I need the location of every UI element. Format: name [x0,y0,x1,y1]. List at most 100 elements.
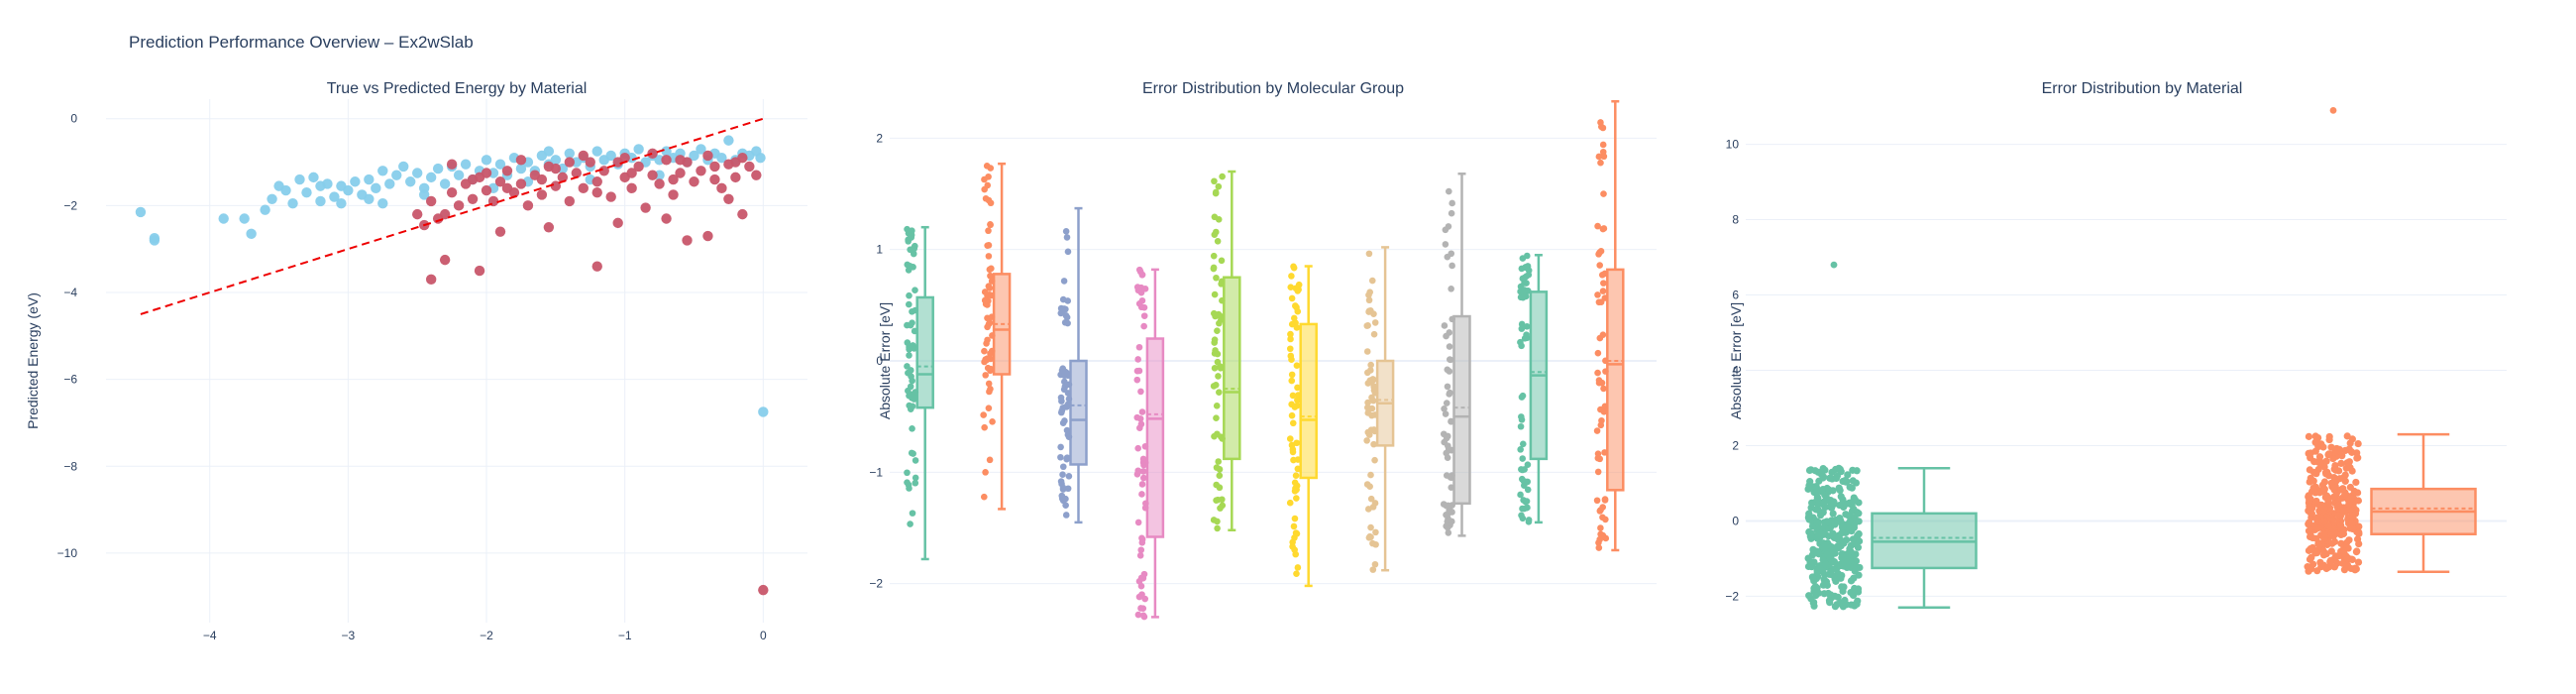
series-b-point [474,265,485,277]
box-point [1212,188,1220,196]
box-point [1596,262,1604,269]
box-point [1854,531,1862,539]
box-point [1523,478,1530,486]
box-point [1293,570,1300,577]
box-point [1853,563,1861,571]
box-point [1062,495,1069,503]
box-point [911,396,917,403]
series-b-point [501,182,513,194]
box-point [1288,441,1296,449]
box-point [1443,512,1449,519]
material-boxplot-panel: Error Distribution by Material 10 8 6 4 2 0 −2 A… [1725,80,2507,611]
box-body [1145,337,1165,538]
box-point [1210,264,1218,272]
series-b-point [758,584,769,596]
box-point [1821,491,1829,499]
box-point [1293,303,1300,311]
series-a-point [239,213,250,224]
box-point [1836,486,1844,495]
box-point [1211,365,1219,372]
box-point [986,456,994,464]
box-point [1519,515,1527,522]
series-a-point [315,180,326,191]
box-point [1814,494,1822,503]
series-b-point [425,274,437,286]
parity-line [140,117,764,315]
box-point [1060,278,1068,285]
box-point [2348,519,2356,526]
series-b-point [626,168,637,178]
box-point [908,373,914,380]
box-point [1600,280,1607,287]
box-point [1444,383,1451,391]
box-point [1815,550,1823,558]
box-point [1294,564,1302,571]
box-point [1524,461,1532,468]
box-point [1060,378,1068,386]
box-point [1366,377,1374,384]
box-point [906,300,912,308]
series-b-point [494,176,506,187]
box-point [2308,510,2315,518]
box-point [1842,511,1850,519]
box-point [906,352,912,359]
series-a-point [343,184,354,196]
series-a-point [494,159,506,170]
box-point [982,194,990,202]
box-point [1290,263,1297,271]
box-point [912,474,919,482]
box-point [1365,291,1372,298]
box-body [1069,359,1088,466]
y-axis-label: Predicted Energy (eV) [25,292,41,429]
x-tick-label: −2 [480,629,493,642]
series-a-point [218,213,229,224]
box-point [2317,563,2325,571]
box-point [1597,421,1605,429]
box-point [2309,468,2318,477]
x-tick-label: −4 [203,629,217,642]
box-point [2306,478,2313,486]
box-point [1062,228,1070,235]
series-b-point [564,157,576,168]
box-point [1846,545,1854,553]
box-point [1824,589,1832,598]
series-b-point [494,226,506,237]
box-point [1831,603,1840,611]
series-a-point [246,228,257,240]
box-point [1060,386,1068,394]
box-point [1065,473,1073,480]
series-b-point [682,235,693,246]
box-point [1523,280,1530,287]
box-point [1292,529,1300,536]
box-point [1594,468,1602,476]
box-point [1216,389,1223,396]
box-point [1291,404,1299,410]
box-point [1364,369,1371,377]
box-point [981,289,989,295]
box-point [2351,510,2360,518]
box-point [2327,443,2335,451]
box-point [2311,438,2319,446]
series-b-point [536,189,548,200]
y-tick-label: −2 [869,577,883,591]
box-point [1847,577,1856,585]
box-point [1371,560,1379,568]
box-point [1841,477,1849,485]
box-point [1214,327,1221,334]
box-point [1442,241,1449,248]
series-a-point [294,174,305,185]
box-point [1831,592,1839,600]
box-point [2346,524,2354,532]
box-point [1597,248,1605,255]
box-point [2322,457,2330,465]
box-point [981,296,989,304]
y-tick-label: −1 [869,465,883,479]
series-b-point [467,193,479,204]
box-point [1370,330,1378,338]
box-point [986,388,993,396]
box-point [1059,419,1067,427]
box-point [2305,432,2312,440]
box-point [1442,410,1449,417]
box-point [2320,534,2328,542]
box-point [1059,484,1067,492]
